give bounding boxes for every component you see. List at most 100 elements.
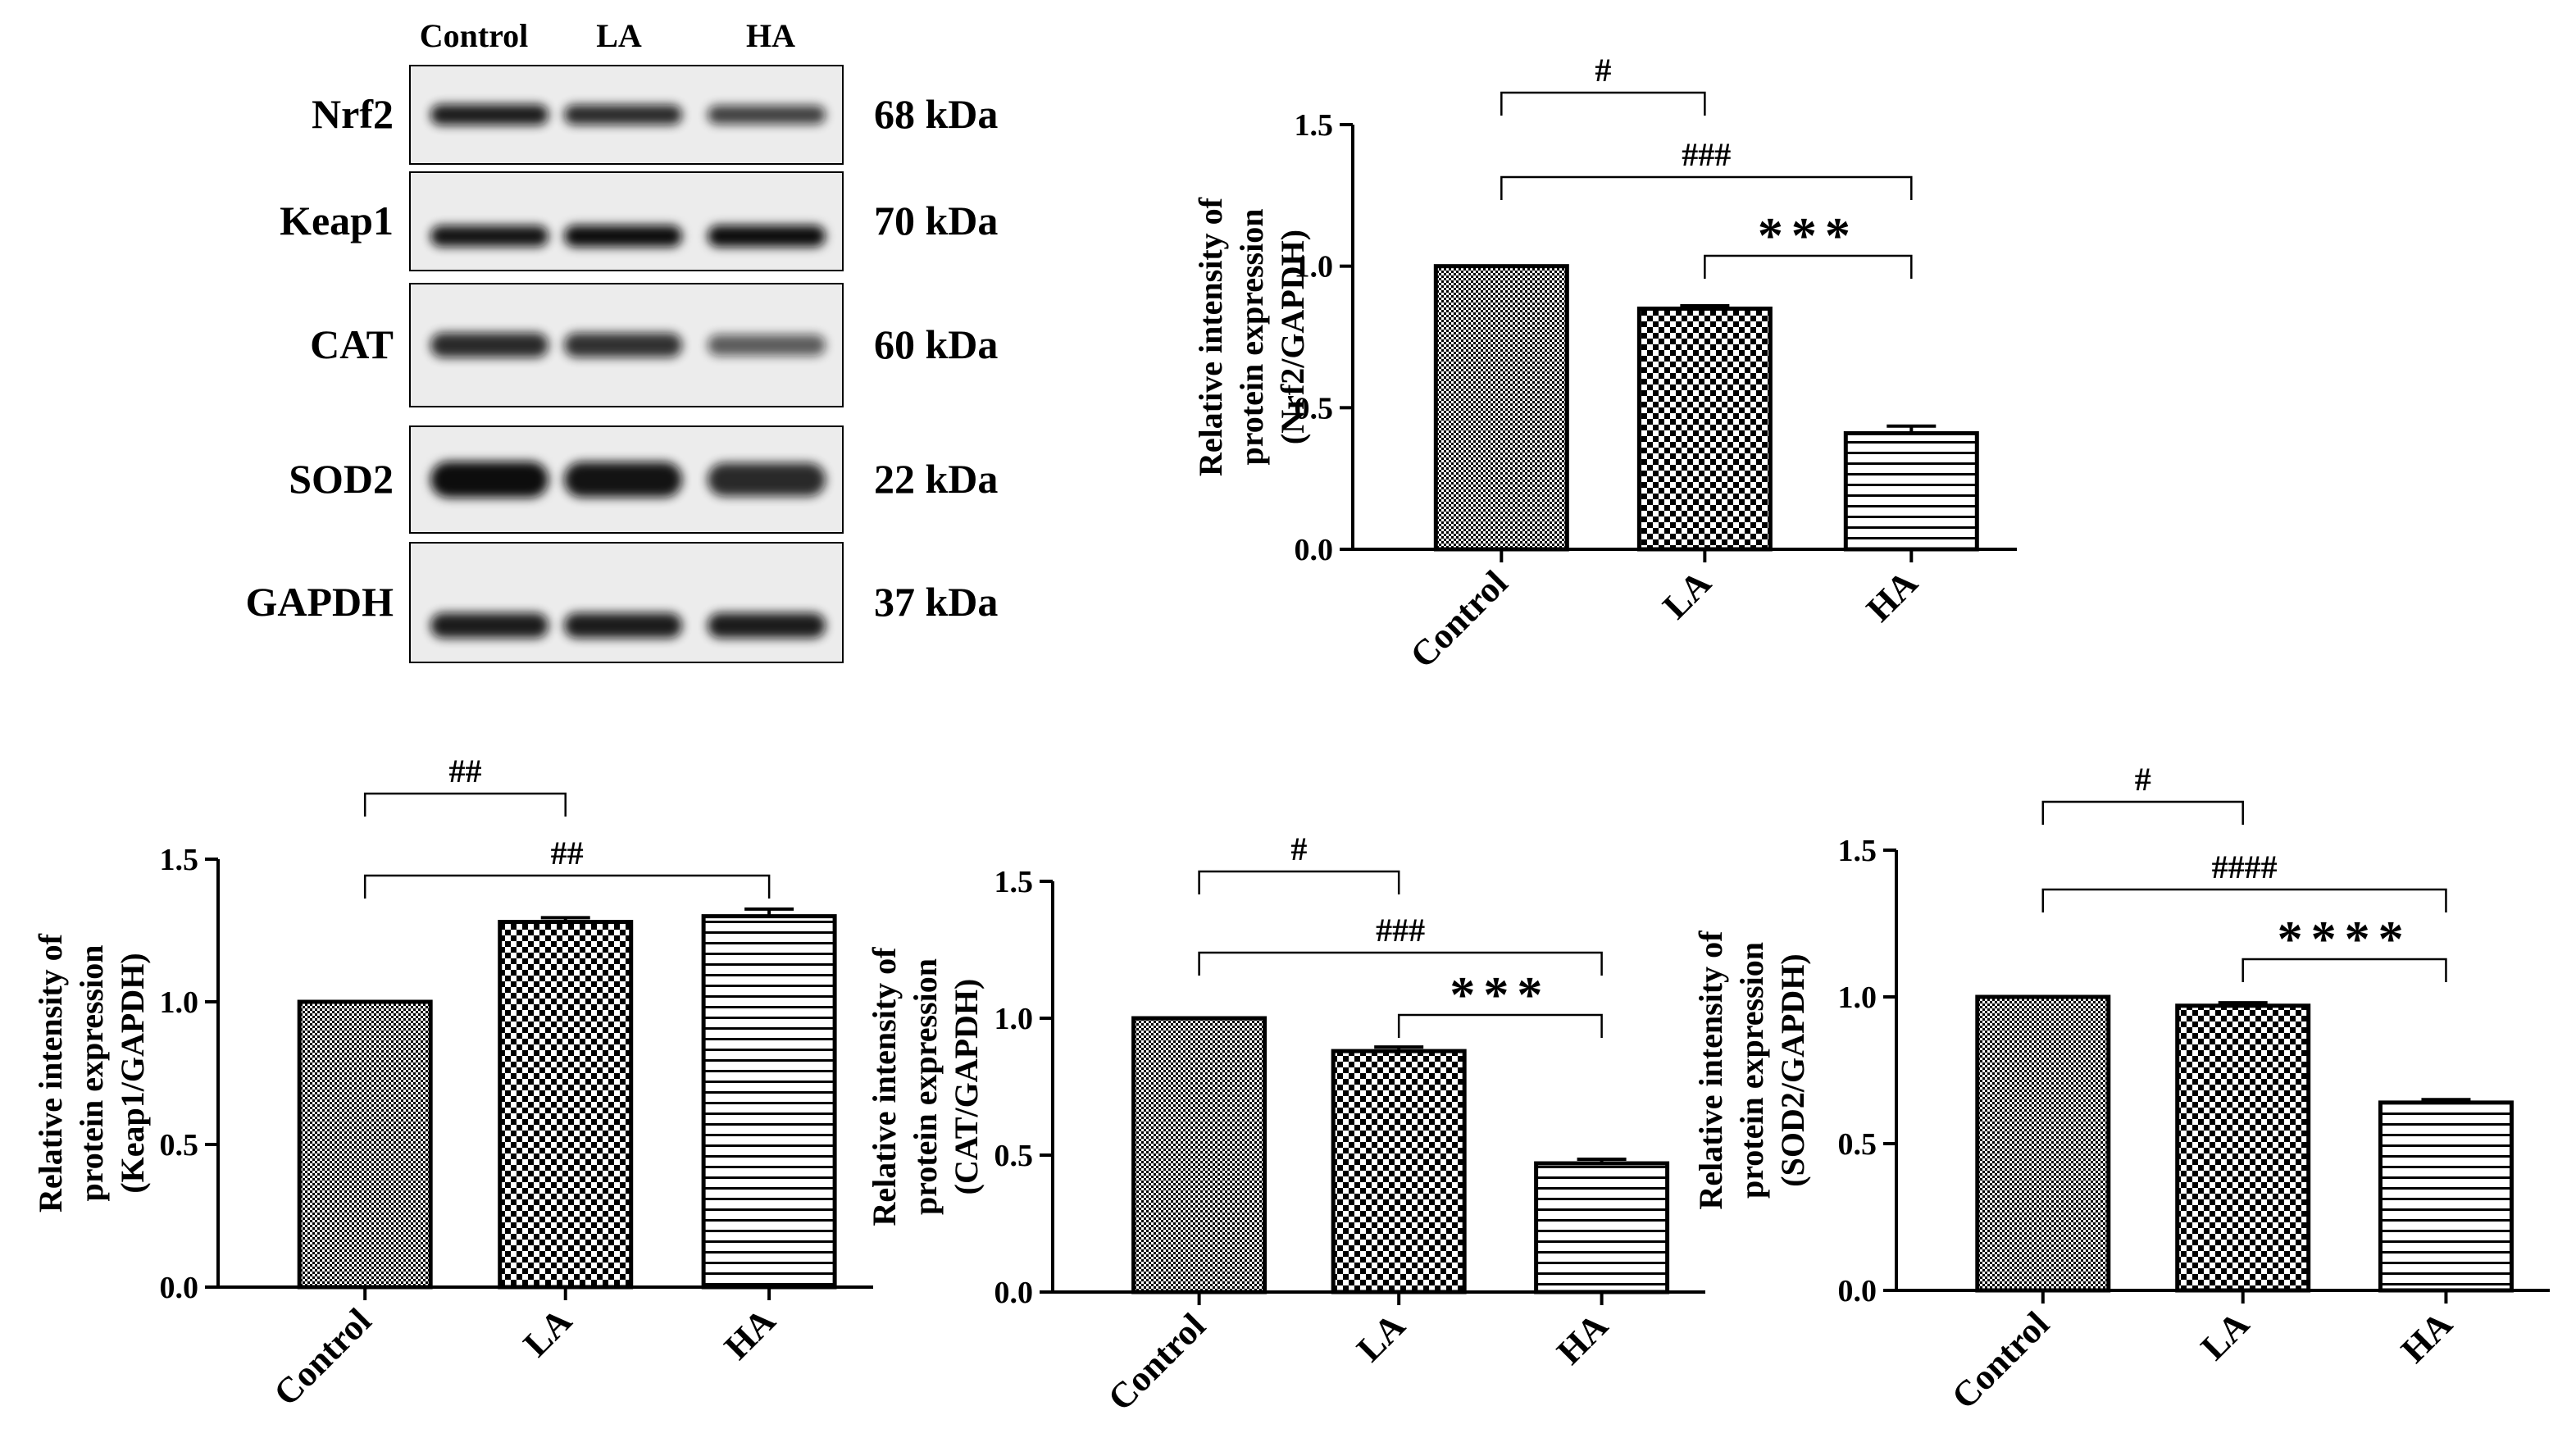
blot-band — [564, 104, 682, 125]
y-axis-label-line: Relative intensity of — [32, 933, 69, 1213]
y-tick-label: 0.5 — [994, 1139, 1034, 1173]
y-axis-label-line: protein expression — [907, 958, 944, 1215]
significance-label: **** — [2278, 912, 2412, 967]
bar-la — [1636, 306, 1773, 552]
x-tick-label: Control — [266, 1300, 379, 1413]
blot-size-label: 37 kDa — [874, 579, 998, 625]
blot-protein-label: Nrf2 — [312, 91, 394, 137]
blot-membrane — [409, 171, 844, 271]
y-tick-label: 1.5 — [160, 843, 199, 877]
bar-control — [1975, 994, 2111, 1293]
blot-size-label: 22 kDa — [874, 456, 998, 502]
blot-protein-label: SOD2 — [289, 456, 394, 502]
significance-bracket — [1500, 91, 1706, 116]
bar-ha — [2378, 1100, 2514, 1293]
blot-protein-label: CAT — [310, 321, 394, 367]
bar-control — [1433, 264, 1569, 552]
blot-band — [430, 104, 548, 125]
y-axis-label-line: (CAT/GAPDH) — [948, 979, 985, 1195]
significance-label: *** — [1450, 967, 1550, 1023]
blot-rows: Nrf2 68 kDa Keap1 70 kDa CAT 60 kDa SOD2 22 kDa… — [245, 65, 998, 663]
blot-row-keap1: Keap1 70 kDa — [280, 171, 998, 271]
bar-la — [1331, 1049, 1467, 1294]
y-axis-label-line: Relative intensity of — [866, 947, 903, 1226]
lane-label-ha: HA — [746, 17, 795, 54]
blot-membrane — [409, 542, 844, 663]
chart-cat: 0.0 0.5 1.0 1.5 Relative intensity of protein… — [866, 830, 1705, 1418]
significance-label: # — [1290, 830, 1307, 867]
blot-row-cat: CAT 60 kDa — [310, 283, 998, 407]
blot-row-nrf2: Nrf2 68 kDa — [312, 65, 998, 165]
blot-protein-label: Keap1 — [280, 198, 394, 243]
y-axis-label-line: (SOD2/GAPDH) — [1774, 953, 1811, 1186]
significance-label: ### — [1376, 912, 1425, 949]
y-axis-label-line: protein expression — [1733, 942, 1770, 1199]
y-axis-label-line: protein expression — [1233, 209, 1270, 466]
y-tick-label: 1.5 — [994, 865, 1034, 899]
blot-band — [430, 225, 548, 247]
blot-band — [564, 612, 682, 639]
significance-label: ### — [1682, 136, 1731, 173]
x-tick-label: HA — [2393, 1304, 2460, 1370]
y-tick-label: 1.0 — [160, 985, 199, 1020]
x-tick-label: Control — [1944, 1304, 2057, 1417]
y-axis-label-line: protein expression — [73, 945, 110, 1202]
blot-size-label: 60 kDa — [874, 321, 998, 367]
y-tick-label: 0.0 — [1295, 533, 1334, 567]
significance-label: # — [2135, 761, 2151, 798]
significance-bracket — [363, 792, 567, 817]
y-tick-label: 0.0 — [1838, 1274, 1877, 1308]
blot-band — [708, 612, 826, 639]
y-axis-label-line: (Keap1/GAPDH) — [114, 953, 151, 1193]
x-tick-label: HA — [1549, 1305, 1615, 1372]
x-tick-label: LA — [2193, 1304, 2257, 1367]
blot-row-sod2: SOD2 22 kDa — [289, 425, 998, 534]
significance-label: # — [1595, 52, 1611, 89]
bar-control — [297, 999, 433, 1290]
x-tick-label: LA — [1349, 1305, 1413, 1369]
bar-control — [1131, 1016, 1268, 1294]
blot-band — [430, 461, 548, 498]
y-tick-label: 1.0 — [1838, 981, 1877, 1015]
bar-la — [2175, 1003, 2311, 1293]
y-tick-label: 0.5 — [160, 1128, 199, 1163]
chart-sod2: 0.0 0.5 1.0 1.5 Relative intensity of protein… — [1692, 761, 2550, 1417]
y-axis-label-line: (Nrf2/GAPDH) — [1274, 230, 1311, 444]
y-tick-label: 0.0 — [994, 1276, 1034, 1310]
blot-band — [708, 105, 826, 125]
x-tick-label: LA — [1655, 562, 1719, 626]
significance-label: *** — [1758, 208, 1859, 264]
significance-bracket — [2241, 958, 2447, 982]
chart-nrf2: 0.0 0.5 1.0 1.5 Relative intensity of protein… — [1192, 52, 2017, 676]
x-tick-label: HA — [1859, 562, 1925, 629]
y-tick-label: 0.5 — [1838, 1127, 1877, 1162]
significance-bracket — [1704, 254, 1913, 279]
significance-bracket — [363, 874, 771, 899]
bar-ha — [1534, 1161, 1670, 1294]
x-tick-label: LA — [516, 1300, 580, 1364]
lane-label-la: LA — [596, 17, 642, 54]
y-tick-label: 1.5 — [1838, 834, 1877, 868]
blot-band — [564, 333, 682, 357]
blot-size-label: 70 kDa — [874, 198, 998, 243]
lane-label-control: Control — [420, 17, 529, 54]
bar-la — [498, 920, 634, 1290]
chart-keap1: 0.0 0.5 1.0 1.5 Relative intensity of protein… — [32, 753, 873, 1413]
significance-bracket — [2041, 800, 2244, 825]
lane-labels: Control LA HA — [420, 17, 795, 54]
significance-bracket — [1198, 870, 1400, 894]
blot-band — [708, 225, 826, 248]
blot-row-gapdh: GAPDH 37 kDa — [245, 542, 998, 663]
significance-bracket — [1198, 951, 1603, 976]
bar-ha — [701, 914, 837, 1290]
significance-label: ## — [551, 835, 584, 871]
y-tick-label: 0.5 — [1295, 391, 1334, 425]
x-tick-label: HA — [717, 1300, 783, 1367]
significance-bracket — [1500, 175, 1913, 200]
blot-band — [564, 462, 682, 498]
y-tick-label: 1.0 — [1295, 250, 1334, 284]
significance-label: ## — [448, 753, 481, 789]
western-blot-panel: Control LA HA Nrf2 68 kDa Keap1 70 kDa CAT 60… — [245, 17, 998, 663]
blot-protein-label: GAPDH — [245, 579, 394, 625]
